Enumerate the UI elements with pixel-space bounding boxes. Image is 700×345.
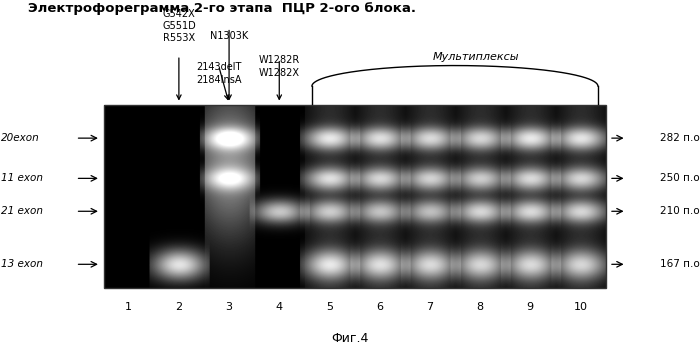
Text: 9: 9 xyxy=(526,302,534,312)
Text: 2143delT
2184InsA: 2143delT 2184InsA xyxy=(196,62,242,85)
Text: 167 п.о: 167 п.о xyxy=(659,259,699,269)
Text: 5: 5 xyxy=(326,302,333,312)
Text: 11 exon: 11 exon xyxy=(1,174,43,183)
Bar xyxy=(104,105,606,288)
Text: 6: 6 xyxy=(376,302,383,312)
Text: W1282R
W1282X: W1282R W1282X xyxy=(258,55,300,78)
Text: Мультиплексы: Мультиплексы xyxy=(433,52,519,62)
Text: 21 exon: 21 exon xyxy=(1,206,43,216)
Text: 1: 1 xyxy=(125,302,132,312)
Text: 13 exon: 13 exon xyxy=(1,259,43,269)
Text: 2: 2 xyxy=(175,302,183,312)
Text: N1303K: N1303K xyxy=(210,31,248,41)
Text: 4: 4 xyxy=(276,302,283,312)
Text: 7: 7 xyxy=(426,302,433,312)
Text: 20exon: 20exon xyxy=(1,133,40,143)
Text: 210 п.о: 210 п.о xyxy=(659,206,699,216)
Text: 10: 10 xyxy=(573,302,587,312)
Text: 3: 3 xyxy=(225,302,232,312)
Text: G542X
G551D
R553X: G542X G551D R553X xyxy=(162,9,196,43)
Text: 282 п.о: 282 п.о xyxy=(659,133,699,143)
Text: Электрофореграмма 2-го этапа  ПЦР 2-ого блока.: Электрофореграмма 2-го этапа ПЦР 2-ого б… xyxy=(28,2,416,15)
Text: Фиг.4: Фиг.4 xyxy=(331,332,369,345)
Text: 250 п.о: 250 п.о xyxy=(659,174,699,183)
Text: 8: 8 xyxy=(477,302,484,312)
